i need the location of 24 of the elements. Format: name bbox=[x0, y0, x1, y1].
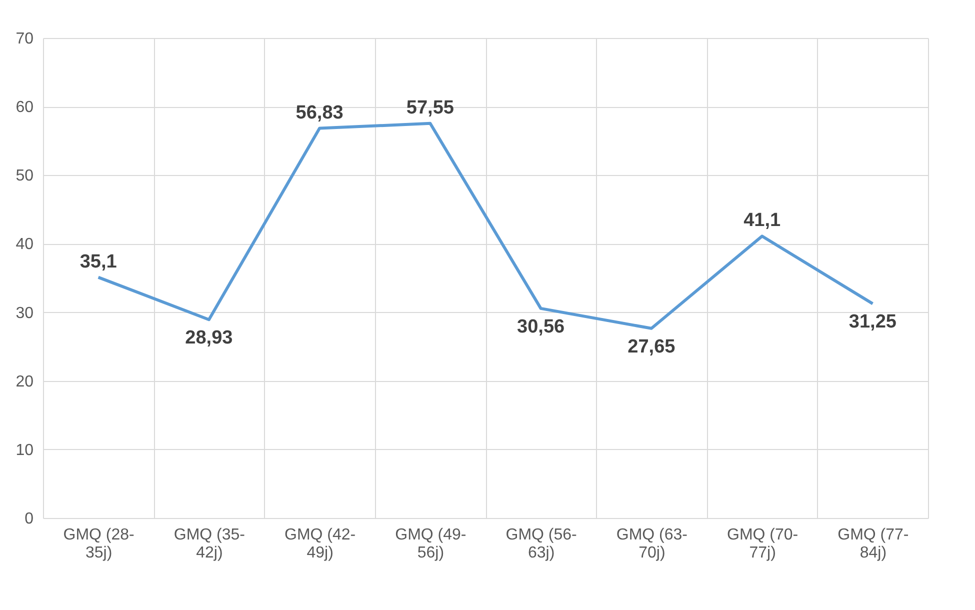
data-label: 35,1 bbox=[80, 251, 118, 272]
data-label: 41,1 bbox=[744, 210, 781, 232]
data-label: 30,56 bbox=[517, 316, 565, 338]
x-tick-label: GMQ (42-49j) bbox=[284, 526, 356, 562]
y-tick-label: 70 bbox=[16, 30, 34, 48]
y-tick-label: 20 bbox=[16, 373, 34, 390]
data-label: 56,83 bbox=[296, 102, 344, 124]
y-tick-label: 60 bbox=[16, 99, 34, 116]
x-tick-label: GMQ (56-63j) bbox=[506, 526, 577, 562]
y-tick-label: 10 bbox=[16, 442, 34, 459]
y-tick-label: 50 bbox=[16, 168, 34, 185]
data-label: 31,25 bbox=[848, 312, 897, 333]
data-label: 57,55 bbox=[406, 97, 454, 118]
x-tick-label: GMQ (35-42j) bbox=[174, 526, 245, 562]
data-label: 28,93 bbox=[185, 328, 233, 349]
y-tick-label: 30 bbox=[16, 304, 34, 322]
x-tick-label: GMQ (28-35j) bbox=[63, 526, 134, 562]
x-tick-label: GMQ (63-70j) bbox=[616, 526, 688, 562]
x-tick-label: GMQ (70-77j) bbox=[727, 526, 798, 562]
x-tick-label: GMQ (49-56j) bbox=[395, 526, 466, 562]
y-tick-label: 40 bbox=[16, 236, 34, 254]
data-label: 27,65 bbox=[628, 336, 676, 358]
y-tick-label: 0 bbox=[24, 510, 34, 528]
x-tick-label: GMQ (77-84j) bbox=[838, 526, 909, 562]
